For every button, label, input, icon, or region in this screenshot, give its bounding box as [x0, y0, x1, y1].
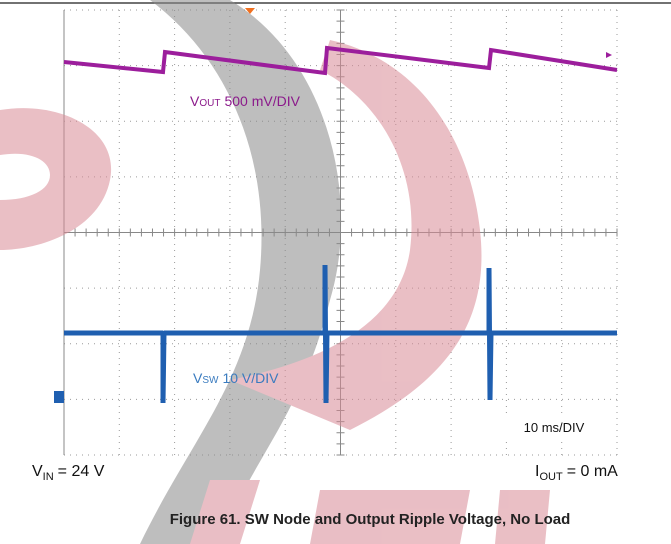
- vin-subscript: IN: [43, 471, 54, 483]
- vsw-scale: 10 V/DIV: [222, 370, 279, 386]
- vout-scale: 500 mV/DIV: [224, 93, 300, 109]
- vsw-ref-marker: [54, 391, 64, 403]
- vsw-subscript: SW: [202, 375, 219, 386]
- vout-symbol: V: [190, 93, 200, 109]
- iout-condition: IOUT = 0 mA: [535, 463, 618, 483]
- vin-value: = 24 V: [58, 463, 105, 480]
- caption: Figure 61. SW Node and Output Ripple Vol…: [170, 511, 571, 528]
- iout-value: = 0 mA: [567, 463, 618, 480]
- timebase: 10 ms/DIV: [524, 420, 585, 435]
- trigger-marker: [245, 8, 255, 14]
- vout-ref-marker: [606, 52, 612, 58]
- timebase-box: [504, 414, 604, 440]
- vout-trace: [63, 45, 618, 76]
- iout-subscript: OUT: [539, 471, 563, 483]
- vout-label: VOUT 500 mV/DIV: [190, 93, 301, 109]
- iout-symbol: I: [535, 463, 539, 480]
- vout-subscript: OUT: [199, 98, 220, 109]
- vsw-trace: [64, 264, 617, 404]
- vsw-label: VSW 10 V/DIV: [193, 370, 279, 386]
- vin-symbol: V: [32, 463, 43, 480]
- vsw-symbol: V: [193, 370, 203, 386]
- vin-condition: VIN = 24 V: [32, 463, 105, 483]
